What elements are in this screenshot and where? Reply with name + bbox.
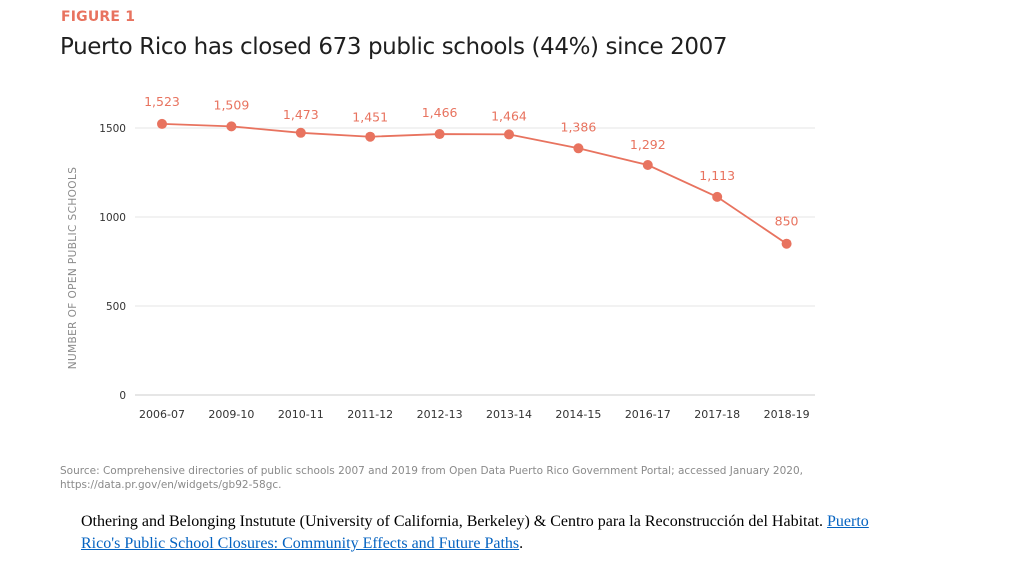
data-point xyxy=(781,238,792,249)
data-labels: 1,523 1,509 1,473 1,451 1,466 1,464 1,386 1,292… xyxy=(144,94,798,229)
x-tick-label: 2009-10 xyxy=(208,408,254,421)
report-link[interactable]: Puerto Rico's Public School Closures: Co… xyxy=(81,513,869,552)
series-line-group xyxy=(161,123,788,245)
x-tick-label: 2012-13 xyxy=(417,408,463,421)
x-tick-label: 2010-11 xyxy=(278,408,324,421)
line-chart: 0 500 1000 1500 2006-07 2009-10 2010-11 2011-1… xyxy=(67,94,815,421)
x-tick-label: 2013-14 xyxy=(486,408,532,421)
data-label: 850 xyxy=(775,214,799,229)
data-point xyxy=(157,118,167,129)
chart-title: Puerto Rico has closed 673 public school… xyxy=(60,34,728,60)
data-point xyxy=(365,131,376,142)
data-point xyxy=(642,160,653,171)
data-label: 1,509 xyxy=(214,97,250,112)
x-axis-ticks: 2006-07 2009-10 2010-11 2011-12 2012-13 2013-… xyxy=(139,408,810,421)
y-axis-label: NUMBER OF OPEN PUBLIC SCHOOLS xyxy=(67,167,79,370)
citation: Othering and Belonging Instutute (Univer… xyxy=(81,511,881,555)
data-label: 1,473 xyxy=(283,107,319,122)
citation-end: . xyxy=(519,535,524,552)
x-tick-label: 2011-12 xyxy=(347,408,393,421)
x-tick-label: 2018-19 xyxy=(764,408,810,421)
data-label: 1,464 xyxy=(491,108,527,123)
source-note: Source: Comprehensive directories of pub… xyxy=(60,465,803,491)
data-point xyxy=(434,129,445,140)
data-points xyxy=(157,118,792,249)
y-tick-label: 1000 xyxy=(99,212,126,224)
data-label: 1,292 xyxy=(630,137,666,152)
x-tick-label: 2017-18 xyxy=(694,408,740,421)
x-tick-label: 2016-17 xyxy=(625,408,671,421)
data-label: 1,451 xyxy=(352,110,388,125)
citation-text: Othering and Belonging Instutute (Univer… xyxy=(81,513,828,530)
y-tick-label: 500 xyxy=(106,301,126,313)
data-label: 1,466 xyxy=(422,105,458,120)
x-tick-label: 2006-07 xyxy=(139,408,185,421)
series-line xyxy=(161,123,788,245)
y-tick-label: 0 xyxy=(119,390,126,402)
data-point xyxy=(712,191,723,202)
figure-label: FIGURE 1 xyxy=(61,9,136,25)
data-point xyxy=(504,129,514,140)
data-label: 1,386 xyxy=(561,119,597,134)
data-label: 1,113 xyxy=(699,168,735,183)
data-point xyxy=(295,127,306,138)
data-point xyxy=(573,143,584,154)
data-point xyxy=(226,121,237,132)
y-tick-label: 1500 xyxy=(99,123,126,135)
x-tick-label: 2014-15 xyxy=(555,408,601,421)
y-axis-ticks: 0 500 1000 1500 xyxy=(99,123,126,402)
data-label: 1,523 xyxy=(144,94,180,109)
